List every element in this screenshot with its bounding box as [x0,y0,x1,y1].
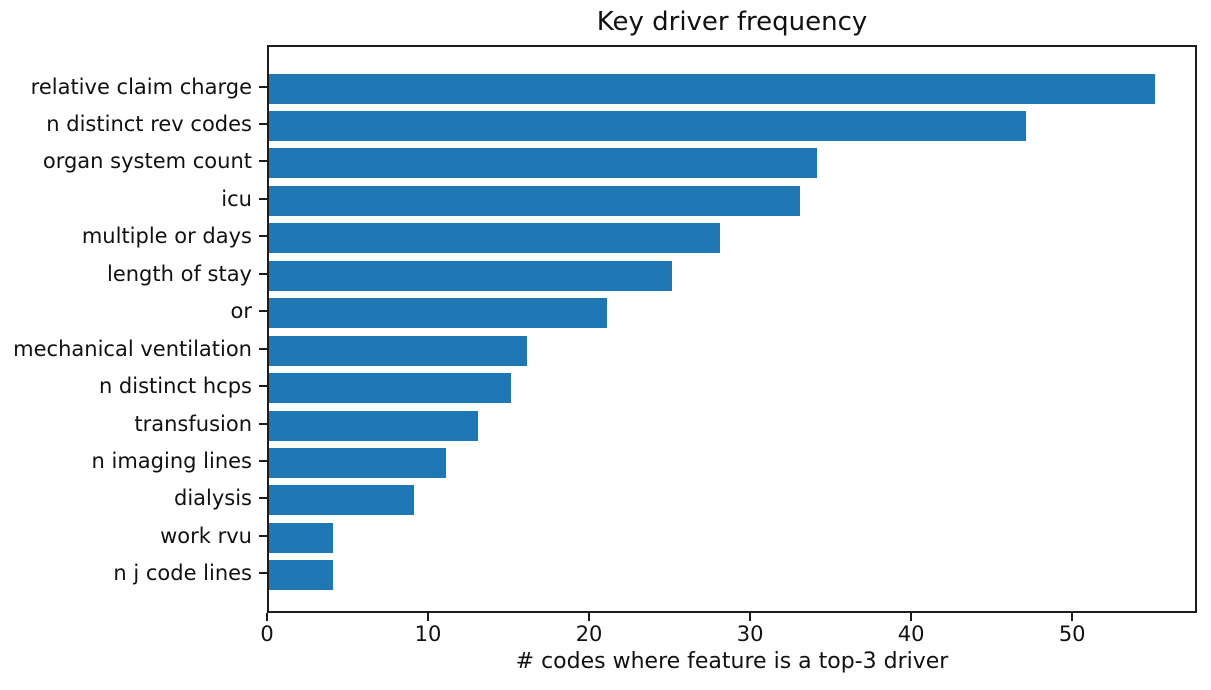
bar [269,335,527,366]
x-axis-label: # codes where feature is a top-3 driver [515,649,949,674]
bar [269,410,479,441]
bar [269,73,1155,104]
y-tick-label: work rvu [160,523,252,548]
y-tick-mark [259,310,267,313]
x-tick-label: 40 [897,622,925,646]
x-tick-label: 30 [736,622,764,646]
x-tick-mark [1071,613,1074,621]
bar [269,185,801,216]
y-tick-label: organ system count [42,149,252,174]
y-tick-mark [259,122,267,125]
y-tick-label: length of stay [106,261,252,286]
x-tick-label: 20 [575,622,603,646]
bar [269,148,817,179]
bar [269,260,672,291]
bar [269,522,334,553]
x-tick-mark [749,613,752,621]
y-tick-label: multiple or days [81,224,252,249]
x-tick-label: 10 [414,622,442,646]
y-tick-label: n j code lines [113,561,252,586]
y-tick-mark [259,197,267,200]
bar [269,448,447,478]
y-tick-mark [259,497,267,500]
x-tick-mark [427,613,430,621]
x-tick-label: 50 [1058,622,1086,646]
bar [269,373,511,404]
y-tick-label: n distinct hcps [98,374,252,399]
y-tick-mark [259,422,267,425]
y-tick-mark [259,347,267,350]
y-tick-mark [259,385,267,388]
chart-title: Key driver frequency [596,7,868,37]
bar [269,223,720,254]
y-tick-label: icu [221,186,252,211]
x-tick-mark [588,613,591,621]
y-tick-label: n distinct rev codes [46,111,252,136]
y-tick-mark [259,460,267,462]
y-tick-mark [259,235,267,238]
y-tick-mark [259,85,267,88]
y-tick-mark [259,272,267,275]
x-tick-mark [266,613,268,621]
y-tick-label: relative claim charge [30,74,252,99]
bar [269,560,334,591]
y-tick-label: transfusion [134,411,252,436]
plot-area [267,45,1197,613]
bar [269,485,414,516]
y-tick-mark [259,160,267,163]
y-tick-label: or [230,299,252,324]
y-tick-label: dialysis [173,486,252,511]
bar [269,110,1026,141]
y-tick-label: n imaging lines [91,449,252,473]
y-tick-mark [259,534,267,537]
bar [269,298,608,329]
y-tick-mark [259,572,267,575]
y-tick-label: mechanical ventilation [13,336,252,361]
x-tick-mark [910,613,913,621]
x-tick-label: 0 [260,622,274,646]
